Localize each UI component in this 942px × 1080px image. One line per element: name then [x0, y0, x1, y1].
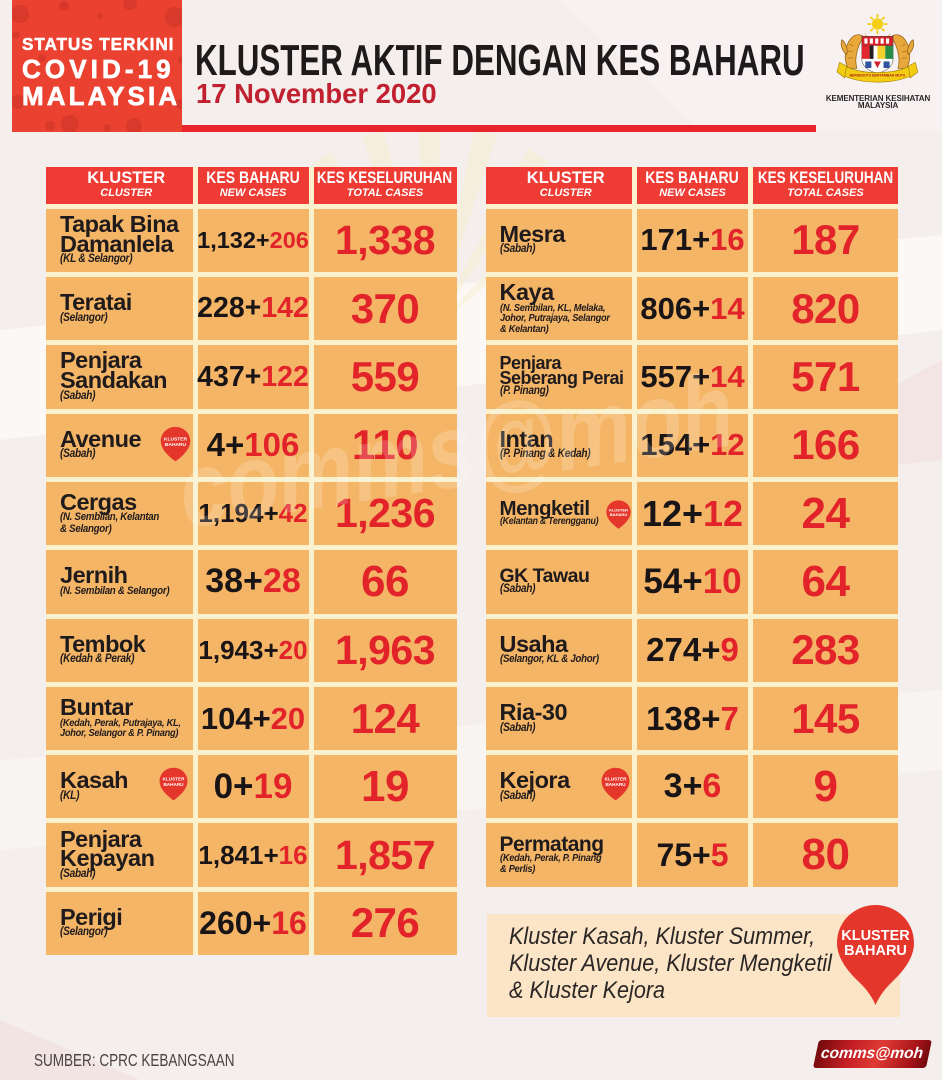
svg-text:KLUSTER: KLUSTER	[163, 777, 186, 782]
svg-text:BAHARU: BAHARU	[165, 442, 187, 448]
svg-text:BAHARU: BAHARU	[163, 782, 184, 787]
svg-text:KLUSTER: KLUSTER	[609, 507, 628, 512]
svg-text:KLUSTER: KLUSTER	[164, 436, 188, 442]
svg-text:BAHARU: BAHARU	[610, 512, 628, 517]
svg-text:KLUSTER: KLUSTER	[605, 777, 628, 782]
svg-text:BAHARU: BAHARU	[605, 782, 626, 787]
svg-text:BAHARU: BAHARU	[844, 943, 907, 959]
svg-text:KLUSTER: KLUSTER	[841, 928, 910, 944]
svg-text:BERSEKUTU BERTAMBAH MUTU: BERSEKUTU BERTAMBAH MUTU	[850, 74, 906, 78]
